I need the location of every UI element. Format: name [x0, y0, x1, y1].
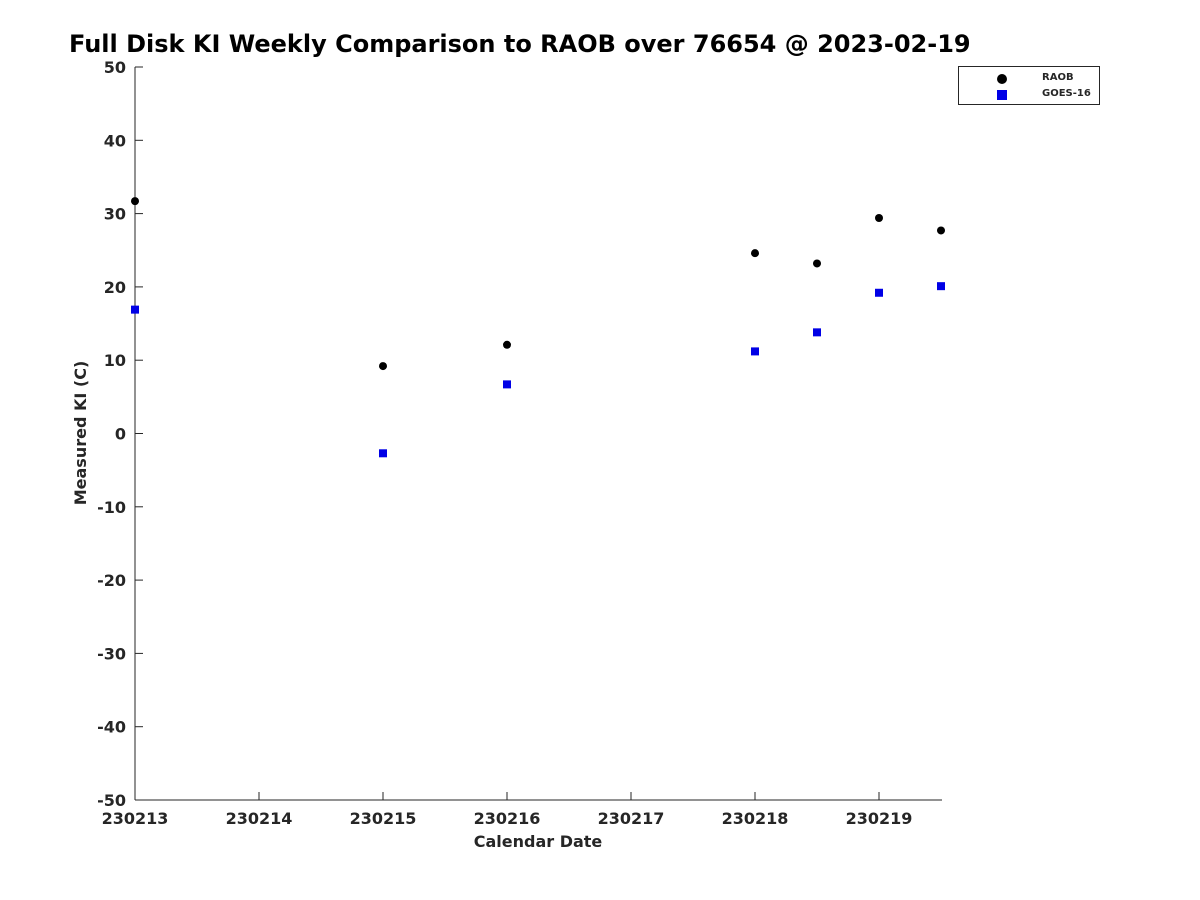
legend-item-raob: RAOB	[959, 71, 1099, 87]
legend-label: GOES-16	[1042, 88, 1091, 99]
y-tick-label: 20	[104, 278, 126, 297]
x-axis-title: Calendar Date	[474, 832, 603, 851]
chart-title: Full Disk KI Weekly Comparison to RAOB o…	[69, 30, 971, 58]
raob-point	[131, 197, 139, 206]
axes	[134, 67, 942, 801]
y-tick-label: 0	[115, 425, 126, 444]
y-tick-label: 30	[104, 205, 126, 224]
legend-label: RAOB	[1042, 72, 1074, 83]
x-tick-label: 230219	[846, 809, 913, 828]
goes16-point	[875, 288, 883, 297]
x-tick-label: 230218	[722, 809, 789, 828]
y-axis-title: Measured KI (C)	[71, 361, 90, 506]
goes16-point	[131, 305, 139, 314]
legend: RAOB GOES-16	[958, 66, 1100, 105]
y-tick-label: -10	[97, 498, 126, 517]
y-axis-ticks: -50 -40 -30 -20 -10 0 10 20 30 40 50	[97, 58, 143, 810]
goes16-point	[937, 282, 945, 291]
y-tick-label: 50	[104, 58, 126, 77]
data-points	[131, 197, 945, 458]
raob-point	[937, 226, 945, 235]
y-tick-label: -40	[97, 718, 126, 737]
raob-point	[379, 362, 387, 371]
goes16-point	[751, 347, 759, 356]
y-tick-label: -20	[97, 571, 126, 590]
y-tick-label: -50	[97, 791, 126, 810]
legend-item-goes16: GOES-16	[959, 87, 1099, 103]
x-tick-label: 230215	[350, 809, 417, 828]
circle-marker-icon	[997, 74, 1007, 84]
y-tick-label: 40	[104, 131, 126, 150]
raob-point	[751, 249, 759, 258]
x-tick-label: 230216	[474, 809, 541, 828]
x-tick-label: 230217	[598, 809, 665, 828]
y-tick-label: 10	[104, 351, 126, 370]
raob-point	[875, 213, 883, 222]
x-tick-label: 230214	[226, 809, 293, 828]
goes16-point	[503, 380, 511, 389]
x-axis-ticks: 230213 230214 230215 230216 230217 230218 2302…	[102, 792, 913, 828]
square-marker-icon	[997, 90, 1007, 100]
raob-point	[503, 340, 511, 349]
x-tick-label: 230213	[102, 809, 169, 828]
y-tick-label: -30	[97, 644, 126, 663]
goes16-point	[813, 328, 821, 337]
raob-point	[813, 259, 821, 268]
goes16-point	[379, 449, 387, 458]
